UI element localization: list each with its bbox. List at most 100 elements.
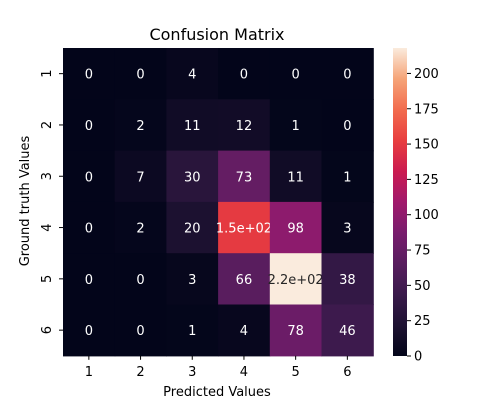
cell-value-label: 12: [236, 119, 253, 134]
heatmap-cell: [218, 150, 271, 203]
heatmap-cell: [114, 48, 167, 100]
cell-value-label: 11: [184, 119, 201, 134]
heatmap-cell: [321, 304, 374, 357]
y-axis-ticks: 1 2 3 4 5 6: [40, 70, 63, 334]
cell-value-label: 20: [184, 222, 201, 237]
heatmap-cell: [269, 201, 323, 254]
x-tick-label: 3: [188, 365, 196, 380]
cell-value-label: 0: [85, 119, 93, 134]
heatmap-cell: [166, 99, 219, 152]
heatmap-cell: [321, 99, 374, 152]
heatmap-cell: [63, 253, 116, 306]
cell-value-label: 4: [240, 324, 248, 339]
heatmap-cell: [166, 48, 219, 100]
cell-value-label: 3: [343, 222, 351, 237]
colorbar-tick-label: 75: [414, 244, 431, 259]
heatmap-cell: [166, 201, 219, 254]
cell-value-label: 0: [343, 119, 351, 134]
x-axis-label: Predicted Values: [163, 385, 271, 400]
x-tick-label: 1: [85, 365, 93, 380]
heatmap-cell: [114, 150, 167, 203]
cell-value-label: 0: [136, 324, 144, 339]
cell-value-label: 0: [240, 68, 248, 83]
cell-value-label: 0: [136, 273, 144, 288]
heatmap-cell: [166, 304, 219, 357]
heatmap-cell: [114, 201, 167, 254]
heatmap-cell: [218, 253, 271, 306]
cell-value-label: 38: [339, 273, 356, 288]
cell-value-label: 1.5e+02: [216, 222, 272, 237]
heatmap-cell: [166, 253, 219, 306]
x-axis-ticks: 1 2 3 4 5 6: [85, 355, 351, 380]
cell-value-label: 0: [85, 324, 93, 339]
cell-value-label: 0: [85, 170, 93, 185]
y-tick-label: 3: [40, 172, 55, 180]
y-tick-label: 1: [40, 70, 55, 78]
heatmap-cell: [321, 201, 374, 254]
cell-value-label: 0: [85, 273, 93, 288]
colorbar-tick-label: 200: [414, 67, 439, 82]
cell-value-label: 73: [236, 170, 253, 185]
cell-value-label: 7: [136, 170, 144, 185]
heatmap-grid: 0 0 4 0 0 00 2 11 12 1 00 7 30 73 11 10 2 20 1.5e+02 98 30 0 3…: [63, 48, 374, 357]
colorbar-gradient: [393, 48, 407, 356]
colorbar-tick-label: 0: [414, 350, 422, 365]
cell-value-label: 30: [184, 170, 201, 185]
y-axis-label: Ground truth Values: [18, 135, 33, 266]
cell-value-label: 2.2e+02: [268, 273, 324, 288]
heatmap-cell: [114, 253, 167, 306]
colorbar-tick-label: 50: [414, 279, 431, 294]
heatmap-cell: [321, 48, 374, 100]
colorbar-tick-label: 100: [414, 208, 439, 223]
y-tick-label: 5: [40, 275, 55, 283]
heatmap-cell: [321, 253, 374, 306]
cell-value-label: 0: [343, 68, 351, 83]
heatmap-cell: [269, 150, 323, 203]
heatmap-cell: [218, 304, 271, 357]
x-tick-label: 2: [136, 365, 144, 380]
colorbar-tick-label: 150: [414, 138, 439, 153]
cell-value-label: 1: [188, 324, 196, 339]
chart-title: Confusion Matrix: [149, 25, 284, 44]
heatmap-cell: [166, 150, 219, 203]
cell-value-label: 11: [287, 170, 304, 185]
heatmap-cell: [269, 48, 323, 100]
colorbar: 0 25 50 75 100 125 150 175 200: [393, 48, 439, 365]
colorbar-tick-label: 25: [414, 314, 431, 329]
cell-value-label: 2: [136, 119, 144, 134]
cell-value-label: 1: [292, 119, 300, 134]
cell-value-label: 66: [236, 273, 253, 288]
cell-value-label: 1: [343, 170, 351, 185]
cell-value-label: 0: [292, 68, 300, 83]
heatmap-cell: [63, 304, 116, 357]
y-tick-label: 4: [40, 223, 55, 231]
cell-value-label: 46: [339, 324, 356, 339]
cell-value-label: 98: [287, 222, 304, 237]
colorbar-tick-label: 175: [414, 102, 439, 117]
heatmap-cell: [218, 201, 271, 254]
cell-value-label: 4: [188, 68, 196, 83]
cell-value-label: 3: [188, 273, 196, 288]
cell-value-label: 0: [85, 222, 93, 237]
heatmap-cell: [63, 150, 116, 203]
cell-value-label: 78: [287, 324, 304, 339]
x-tick-label: 5: [292, 365, 300, 380]
heatmap-cell: [114, 304, 167, 357]
x-tick-label: 6: [343, 365, 351, 380]
cell-value-label: 0: [136, 68, 144, 83]
x-tick-label: 4: [240, 365, 248, 380]
heatmap-cell: [63, 201, 116, 254]
heatmap-cell: [269, 253, 323, 306]
cell-value-label: 0: [85, 68, 93, 83]
colorbar-tick-label: 125: [414, 173, 439, 188]
heatmap-cell: [63, 99, 116, 152]
heatmap-cell: [218, 99, 271, 152]
heatmap-cell: [269, 304, 323, 357]
y-tick-label: 2: [40, 121, 55, 129]
heatmap-cell: [218, 48, 271, 100]
heatmap-cell: [321, 150, 374, 203]
heatmap-cell: [63, 48, 116, 100]
y-tick-label: 6: [40, 326, 55, 334]
heatmap-cell: [269, 99, 323, 152]
